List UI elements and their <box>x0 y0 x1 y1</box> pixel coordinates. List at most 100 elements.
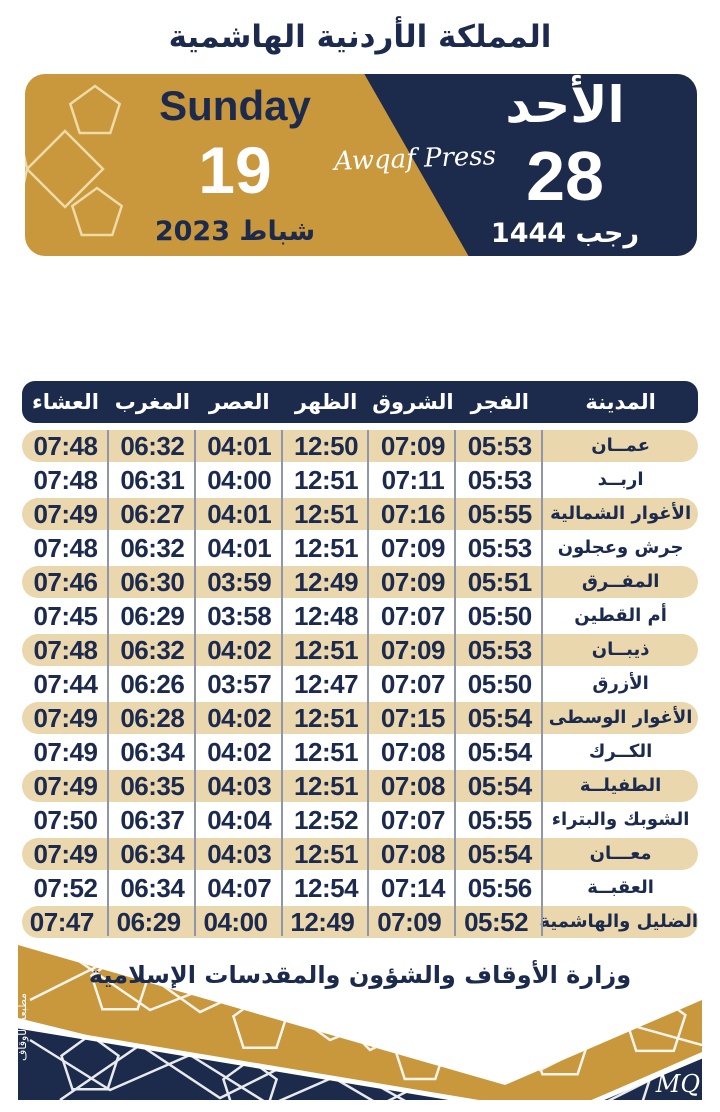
asr-time: 04:00 <box>207 465 272 495</box>
city-name: أم القطين <box>574 605 667 626</box>
shuruq-time: 07:09 <box>380 635 445 665</box>
maghrib-time: 06:34 <box>120 839 185 869</box>
fajr-time: 05:54 <box>467 771 532 801</box>
column-divider <box>280 430 283 936</box>
dhuhr-time: 12:51 <box>294 771 359 801</box>
dhuhr-time: 12:49 <box>290 907 355 937</box>
maghrib-time: 06:29 <box>116 907 181 937</box>
fajr-time: 05:55 <box>467 805 532 835</box>
isha-time: 07:46 <box>33 567 98 597</box>
dhuhr-time: 12:51 <box>294 499 359 529</box>
shuruq-time: 07:15 <box>380 703 445 733</box>
asr-time: 04:04 <box>207 805 272 835</box>
maghrib-time: 06:34 <box>120 873 185 903</box>
maghrib-time: 06:31 <box>120 465 185 495</box>
table-row: أم القطين 05:50 07:07 12:48 03:58 06:29 … <box>22 600 698 632</box>
fajr-time: 05:54 <box>467 737 532 767</box>
shuruq-time: 07:08 <box>380 737 445 767</box>
dhuhr-time: 12:51 <box>294 533 359 563</box>
fajr-time: 05:55 <box>467 499 532 529</box>
col-header-shuruq: الشروق <box>372 390 454 414</box>
isha-time: 07:48 <box>33 533 98 563</box>
city-name: الضليل والهاشمية <box>539 911 698 932</box>
gregorian-day-number: 19 <box>198 133 272 207</box>
asr-time: 04:01 <box>207 533 272 563</box>
dhuhr-time: 12:51 <box>294 635 359 665</box>
asr-time: 03:58 <box>207 601 272 631</box>
table-row: عمــان 05:53 07:09 12:50 04:01 06:32 07:… <box>22 430 698 462</box>
maghrib-time: 06:30 <box>120 567 185 597</box>
dhuhr-time: 12:52 <box>294 805 359 835</box>
fajr-time: 05:56 <box>467 873 532 903</box>
shuruq-time: 07:08 <box>380 839 445 869</box>
maghrib-time: 06:32 <box>120 635 185 665</box>
fajr-time: 05:53 <box>467 465 532 495</box>
dhuhr-time: 12:47 <box>294 669 359 699</box>
asr-time: 03:59 <box>207 567 272 597</box>
shuruq-time: 07:09 <box>380 567 445 597</box>
asr-time: 04:01 <box>207 431 272 461</box>
isha-time: 07:49 <box>33 703 98 733</box>
table-row: الأزرق 05:50 07:07 12:47 03:57 06:26 07:… <box>22 668 698 700</box>
asr-time: 04:03 <box>207 771 272 801</box>
footer-ornament: MQ <box>0 945 720 1112</box>
gregorian-day-name: Sunday <box>159 82 311 129</box>
isha-time: 07:45 <box>33 601 98 631</box>
table-row: الطفيلــة 05:54 07:08 12:51 04:03 06:35 … <box>22 770 698 802</box>
maghrib-time: 06:34 <box>120 737 185 767</box>
maghrib-time: 06:32 <box>120 533 185 563</box>
city-name: الأغوار الشمالية <box>550 503 692 524</box>
isha-time: 07:52 <box>33 873 98 903</box>
fajr-time: 05:51 <box>467 567 532 597</box>
maghrib-time: 06:28 <box>120 703 185 733</box>
table-row: معـــان 05:54 07:08 12:51 04:03 06:34 07… <box>22 838 698 870</box>
shuruq-time: 07:09 <box>380 431 445 461</box>
shuruq-time: 07:08 <box>380 771 445 801</box>
table-row: الكــرك 05:54 07:08 12:51 04:02 06:34 07… <box>22 736 698 768</box>
column-divider <box>454 430 457 936</box>
column-divider <box>106 430 109 936</box>
fajr-time: 05:52 <box>464 907 529 937</box>
table-row: الأغوار الوسطى 05:54 07:15 12:51 04:02 0… <box>22 702 698 734</box>
city-name: الشوبك والبتراء <box>551 809 690 830</box>
isha-time: 07:49 <box>33 771 98 801</box>
city-name: ذيبــان <box>591 639 650 660</box>
dhuhr-time: 12:51 <box>294 737 359 767</box>
city-name: العقبــة <box>587 877 654 898</box>
press-side-note: مطبعة الأوقاف <box>16 992 29 1062</box>
column-divider <box>367 430 370 936</box>
isha-time: 07:44 <box>33 669 98 699</box>
table-row: الضليل والهاشمية 05:52 07:09 12:49 04:00… <box>22 906 698 938</box>
asr-time: 04:01 <box>207 499 272 529</box>
city-name: الكــرك <box>588 741 653 762</box>
maghrib-time: 06:27 <box>120 499 185 529</box>
maghrib-time: 06:37 <box>120 805 185 835</box>
prayer-times-rows: عمــان 05:53 07:09 12:50 04:01 06:32 07:… <box>22 430 698 938</box>
fajr-time: 05:54 <box>467 839 532 869</box>
col-header-fajr: الفجر <box>470 390 529 414</box>
city-name: الأزرق <box>592 673 649 694</box>
asr-time: 04:02 <box>207 703 272 733</box>
column-divider <box>541 430 544 936</box>
col-header-maghrib: المغرب <box>114 390 190 414</box>
isha-time: 07:50 <box>33 805 98 835</box>
maghrib-time: 06:32 <box>120 431 185 461</box>
dhuhr-time: 12:51 <box>294 839 359 869</box>
isha-time: 07:48 <box>33 465 98 495</box>
city-name: عمــان <box>591 435 650 456</box>
awqaf-press-watermark: Awqaf Press <box>333 141 497 177</box>
col-header-isha: العشاء <box>32 390 99 414</box>
fajr-time: 05:53 <box>467 431 532 461</box>
shuruq-time: 07:11 <box>381 465 445 495</box>
shuruq-time: 07:07 <box>380 805 445 835</box>
col-header-city: المدينة <box>585 390 656 414</box>
table-row: العقبــة 05:56 07:14 12:54 04:07 06:34 0… <box>22 872 698 904</box>
hijri-day-number: 28 <box>526 137 604 215</box>
gold-band <box>18 945 702 1112</box>
shuruq-time: 07:07 <box>380 601 445 631</box>
isha-time: 07:47 <box>29 907 94 937</box>
dhuhr-time: 12:49 <box>294 567 359 597</box>
asr-time: 04:02 <box>207 737 272 767</box>
city-name: المفــرق <box>581 571 660 592</box>
